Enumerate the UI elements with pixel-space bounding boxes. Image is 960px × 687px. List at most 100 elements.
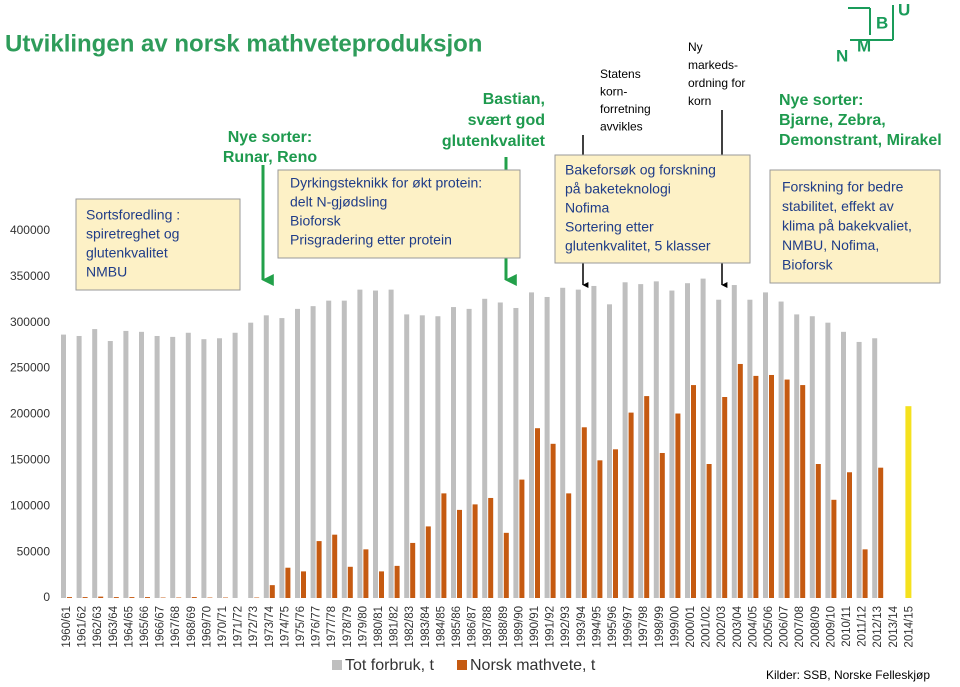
- y-tick-label: 200000: [10, 407, 50, 421]
- bar: [357, 289, 363, 598]
- bar: [388, 289, 394, 598]
- x-tick-label: 1998/99: [654, 606, 666, 648]
- x-tick-label: 1965/66: [139, 606, 151, 648]
- x-tick-label: 2006/07: [779, 606, 791, 648]
- annotation-box: [554, 154, 751, 264]
- bar: [856, 341, 862, 598]
- annotation-text: korn-: [600, 85, 627, 99]
- bar: [347, 566, 353, 598]
- bar: [815, 464, 821, 598]
- annotation-text: avvikles: [600, 120, 643, 134]
- legend-swatch: [457, 660, 467, 670]
- annotation: Dyrkingsteknikk for økt protein: delt N-g…: [277, 169, 521, 259]
- bar: [466, 308, 472, 598]
- x-tick-label: 1972/73: [248, 606, 260, 648]
- bar: [451, 307, 456, 598]
- x-tick-label: 2008/09: [810, 606, 822, 648]
- bar: [905, 406, 912, 598]
- bar: [722, 397, 728, 598]
- annotation-box: [277, 169, 521, 259]
- x-tick-label: 1994/95: [591, 606, 603, 648]
- annotation-text: Forskning for bedre: [782, 179, 904, 195]
- y-tick-label: 350000: [10, 269, 50, 283]
- bar: [113, 597, 119, 598]
- bar: [497, 302, 503, 598]
- source: Kilder: SSB, Norske Felleskjøp: [766, 668, 930, 682]
- x-tick-label: 1990/91: [529, 606, 541, 648]
- x-tick-label: 2009/10: [825, 606, 837, 648]
- x-tick-label: 1968/69: [186, 606, 198, 648]
- bar: [544, 296, 550, 598]
- bar: [669, 290, 675, 598]
- bar: [332, 534, 338, 598]
- bar: [778, 301, 784, 598]
- x-tick-label: 2010/11: [841, 606, 853, 647]
- bar: [435, 316, 441, 598]
- annotation-box: [75, 198, 241, 291]
- x-tick-label: 1960/61: [61, 606, 73, 648]
- y-tick-label: 150000: [10, 453, 50, 467]
- annotation-text: forretning: [600, 102, 651, 116]
- annotation-text: spiretreghet og: [86, 226, 179, 242]
- y-tick-label: 0: [43, 590, 50, 604]
- bar: [76, 335, 82, 598]
- annotation-text: på baketeknologi: [565, 181, 671, 197]
- bar: [316, 541, 322, 598]
- annotation-text: Bioforsk: [290, 213, 342, 229]
- x-tick-label: 2013/14: [888, 605, 900, 647]
- bar: [123, 330, 129, 598]
- x-tick-label: 1995/96: [607, 606, 619, 648]
- x-tick-label: 1980/81: [373, 606, 385, 648]
- bar: [769, 374, 774, 598]
- bar: [659, 452, 665, 598]
- bar: [488, 497, 494, 598]
- bar: [691, 385, 696, 598]
- bar: [295, 308, 300, 598]
- y-tick-label: 250000: [10, 361, 50, 375]
- logo-letter: N: [836, 46, 848, 65]
- bar: [326, 300, 332, 598]
- bar: [232, 332, 238, 598]
- annotation: Forskning for bedre stabilitet, effekt av…: [769, 169, 941, 284]
- x-tick-label: 1997/98: [638, 606, 650, 648]
- bar: [716, 299, 722, 598]
- bar: [794, 314, 800, 598]
- annotation: Nye sorter: Bjarne, Zebra, Demonstrant, Mi…: [779, 92, 942, 149]
- annotation: Bakeforsøk og forskning på baketeknologi N…: [554, 154, 751, 264]
- bar: [301, 571, 306, 598]
- bar: [279, 318, 285, 598]
- bar: [560, 287, 566, 598]
- annotation-text: Sortering etter: [565, 219, 654, 235]
- x-tick-label: 1986/87: [467, 606, 479, 648]
- x-tick-label: 1962/63: [92, 606, 104, 648]
- bar: [847, 472, 852, 598]
- x-tick-label: 1961/62: [77, 606, 89, 648]
- x-tick-label: 2004/05: [747, 606, 759, 648]
- bar: [653, 281, 659, 598]
- annotation-text: NMBU: [86, 264, 127, 280]
- x-tick-label: 1985/86: [451, 606, 463, 648]
- annotation-text: Prisgradering etter protein: [290, 232, 452, 248]
- bar: [800, 385, 806, 598]
- annotation-text: Bjarne, Zebra,: [779, 112, 886, 129]
- annotation: Bastian, svært god glutenkvalitet: [442, 91, 546, 150]
- bar: [731, 285, 737, 598]
- bar: [310, 306, 316, 598]
- annotation-text: Nye sorter:: [228, 129, 312, 146]
- bar: [597, 460, 603, 598]
- x-tick-label: 1970/71: [217, 606, 229, 648]
- annotation-text: Sortsforedling :: [86, 207, 180, 223]
- bar: [217, 338, 222, 598]
- bar: [809, 316, 815, 598]
- chart-title: Utviklingen av norsk mathveteproduksjon: [5, 30, 482, 57]
- annotation-box: [769, 169, 941, 284]
- x-tick-label: 2011/12: [857, 606, 869, 647]
- bar: [373, 290, 378, 598]
- annotation-text: glutenkvalitet: [442, 133, 546, 150]
- x-tick-label: 1981/82: [389, 606, 401, 648]
- bar: [191, 597, 197, 598]
- logo-letter: B: [876, 13, 888, 32]
- x-tick-label: 1966/67: [155, 606, 167, 648]
- bar: [201, 339, 207, 598]
